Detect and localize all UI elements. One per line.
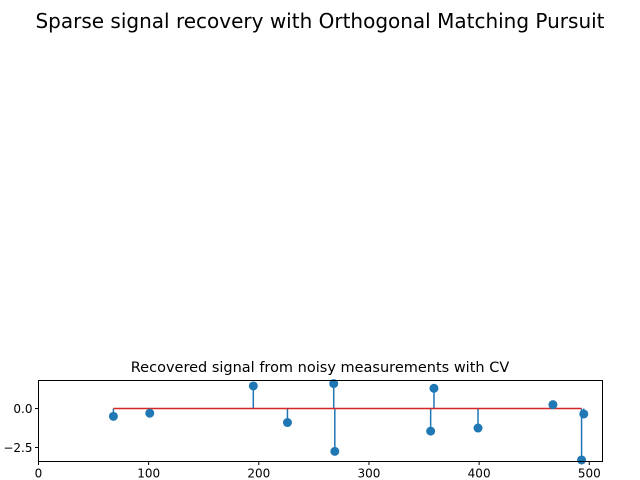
chart-title: Recovered signal from noisy measurements… xyxy=(131,360,510,376)
y-tick-label: 0.0 xyxy=(13,402,32,416)
x-tick-label: 200 xyxy=(247,467,270,480)
figure-suptitle: Sparse signal recovery with Orthogonal M… xyxy=(35,9,604,33)
stem-lines xyxy=(112,383,585,460)
stem-marker xyxy=(329,379,339,389)
x-tick-label: 100 xyxy=(137,467,160,480)
stem-markers xyxy=(108,379,589,465)
stem-marker xyxy=(108,411,118,421)
x-tick-label: 400 xyxy=(468,467,491,480)
x-tick-label: 500 xyxy=(578,467,601,480)
plot-area xyxy=(38,379,603,465)
stem-marker xyxy=(579,409,589,419)
axes-frame xyxy=(38,380,603,462)
y-axis: 0.0 −2.5 xyxy=(3,402,39,455)
stem-marker xyxy=(145,408,155,418)
stem-marker xyxy=(282,418,292,428)
stem-marker xyxy=(248,381,258,391)
x-tick-label: 0 xyxy=(35,467,43,480)
stem-marker xyxy=(426,426,436,436)
y-tick-label: −2.5 xyxy=(3,441,32,455)
x-tick-label: 300 xyxy=(358,467,381,480)
stem-marker xyxy=(330,446,340,456)
x-axis: 0 100 200 300 400 500 xyxy=(35,461,601,480)
stem-marker xyxy=(577,455,587,465)
stem-marker xyxy=(548,400,558,410)
stem-marker xyxy=(473,423,483,433)
stem-marker xyxy=(429,383,439,393)
